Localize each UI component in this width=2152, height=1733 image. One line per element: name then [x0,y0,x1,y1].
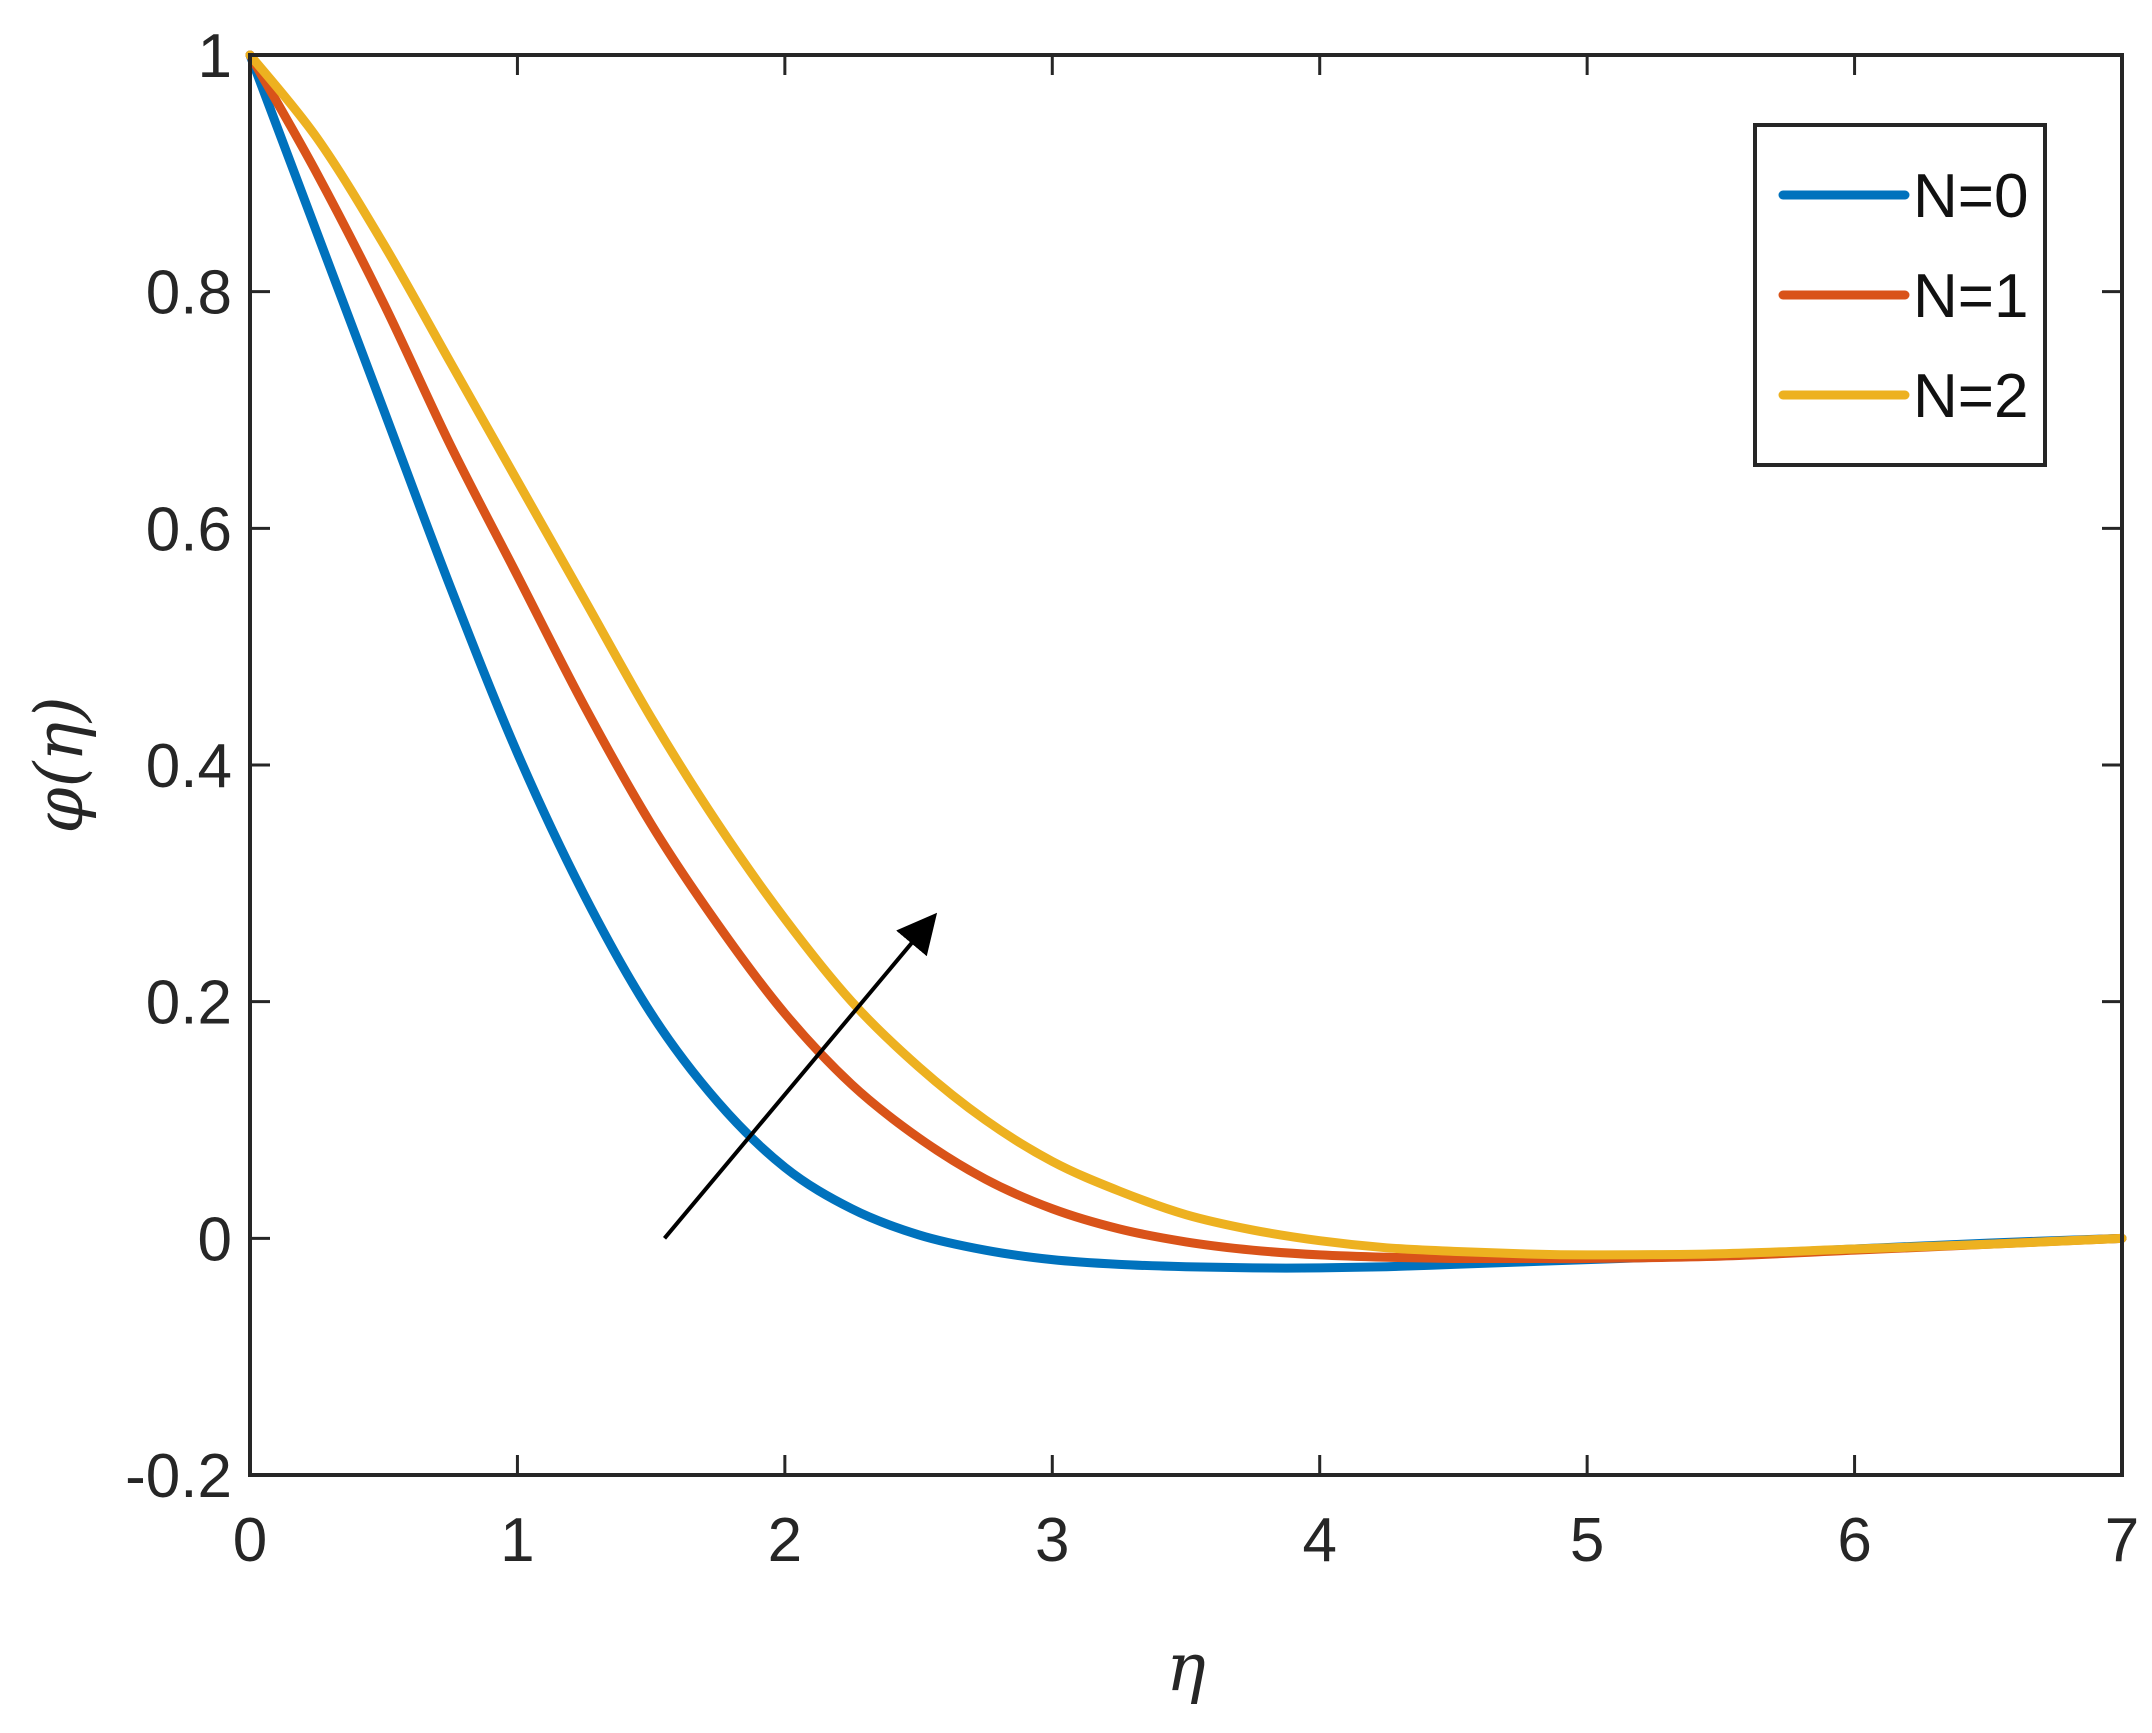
legend-label: N=2 [1913,362,2028,431]
series-line-N=2 [245,50,2127,1260]
y-tick-label: 0 [198,1205,232,1274]
trend-arrow [662,912,938,1240]
tick-labels-layer: 0 1 2 3 4 5 6 7-0.200.20.40.60.81 [125,22,2139,1575]
plot-frame [248,53,2124,1477]
legend-label: N=1 [1913,262,2028,331]
x-tick-label: 2 [768,1506,802,1575]
annotation-layer [662,912,938,1240]
y-axis-label: φ(η) [21,696,98,833]
x-tick-label: 0 [233,1506,267,1575]
y-tick-label: 0.8 [146,259,232,328]
x-tick-label: 3 [1035,1506,1069,1575]
y-tick-label: 1 [198,22,232,91]
x-tick-label: 6 [1837,1506,1871,1575]
y-tick-label: 0.6 [146,495,232,564]
x-axis-label: η [1166,1629,1206,1706]
legend-label: N=0 [1913,162,2028,231]
x-tick-label: 5 [1570,1506,1604,1575]
x-tick-label: 1 [500,1506,534,1575]
series-layer [245,50,2127,1273]
y-tick-label: 0.4 [146,732,232,801]
x-tick-label: 7 [2105,1506,2139,1575]
y-tick-label: -0.2 [125,1442,232,1511]
y-tick-label: 0.2 [146,969,232,1038]
x-tick-label: 4 [1302,1506,1336,1575]
legend: N=0 N=1 N=2 [1753,123,2047,467]
